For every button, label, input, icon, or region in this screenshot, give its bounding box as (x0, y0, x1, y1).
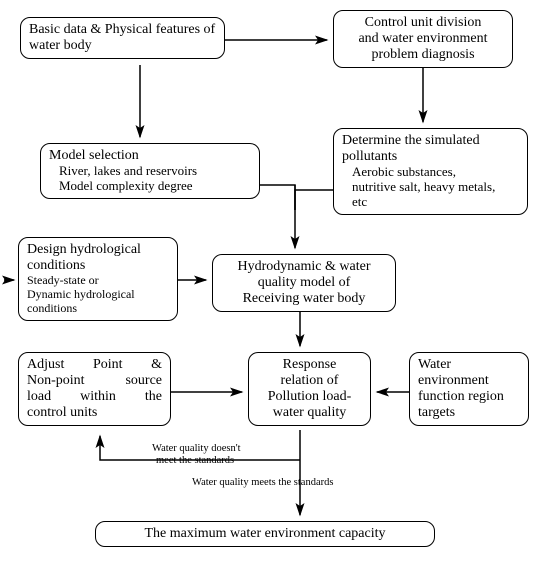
flowchart-canvas: Basic data & Physical features of water … (0, 0, 544, 572)
node-text: Design hydrological (27, 242, 169, 258)
node-text: Pollution load- (257, 389, 362, 405)
node-text: Basic data & Physical features of water … (29, 22, 216, 54)
node-response-relation: Response relation of Pollution load- wat… (248, 352, 371, 426)
node-text: load within the (27, 389, 162, 405)
node-text: control units (27, 405, 162, 421)
node-text: Control unit division (342, 15, 504, 31)
node-subtext: Dynamic hydrological (27, 288, 169, 302)
node-text: Determine the simulated (342, 133, 519, 149)
node-determine-pollutants: Determine the simulated pollutants Aerob… (333, 128, 528, 215)
node-design-hydro-conditions: Design hydrological conditions Steady-st… (18, 237, 178, 321)
node-control-unit: Control unit division and water environm… (333, 10, 513, 68)
node-text: Receiving water body (221, 291, 387, 307)
node-text: relation of (257, 373, 362, 389)
node-subtext: Aerobic substances, (352, 165, 519, 180)
label-not-meet-2: meet the standards (156, 455, 234, 466)
node-text: Response (257, 357, 362, 373)
node-text: targets (418, 405, 520, 421)
node-text: water quality (257, 405, 362, 421)
node-text: problem diagnosis (342, 47, 504, 63)
node-adjust-load: Adjust Point & Non-point source load wit… (18, 352, 171, 426)
node-text: Hydrodynamic & water (221, 259, 387, 275)
label-meets: Water quality meets the standards (192, 477, 333, 488)
node-subtext: Steady-state or (27, 274, 169, 288)
node-hydrodynamic-model: Hydrodynamic & water quality model of Re… (212, 254, 396, 312)
node-text: and water environment (342, 31, 504, 47)
node-subtext: etc (352, 195, 519, 210)
node-basic-data: Basic data & Physical features of water … (20, 17, 225, 59)
node-model-selection: Model selection River, lakes and reservo… (40, 143, 260, 199)
node-text: Adjust Point & (27, 357, 162, 373)
node-text: pollutants (342, 149, 519, 165)
node-text: Non-point source (27, 373, 162, 389)
node-subtext: River, lakes and reservoirs (59, 164, 251, 179)
node-function-targets: Water environment function region target… (409, 352, 529, 426)
node-text: The maximum water environment capacity (104, 526, 426, 542)
node-subtext: Model complexity degree (59, 179, 251, 194)
node-max-capacity: The maximum water environment capacity (95, 521, 435, 547)
node-text: Water (418, 357, 520, 373)
node-text: quality model of (221, 275, 387, 291)
node-text: Model selection (49, 148, 251, 164)
node-text: environment (418, 373, 520, 389)
node-subtext: conditions (27, 302, 169, 316)
node-text: conditions (27, 258, 169, 274)
node-text: function region (418, 389, 520, 405)
node-subtext: nutritive salt, heavy metals, (352, 180, 519, 195)
label-not-meet-1: Water quality doesn't (152, 443, 241, 454)
